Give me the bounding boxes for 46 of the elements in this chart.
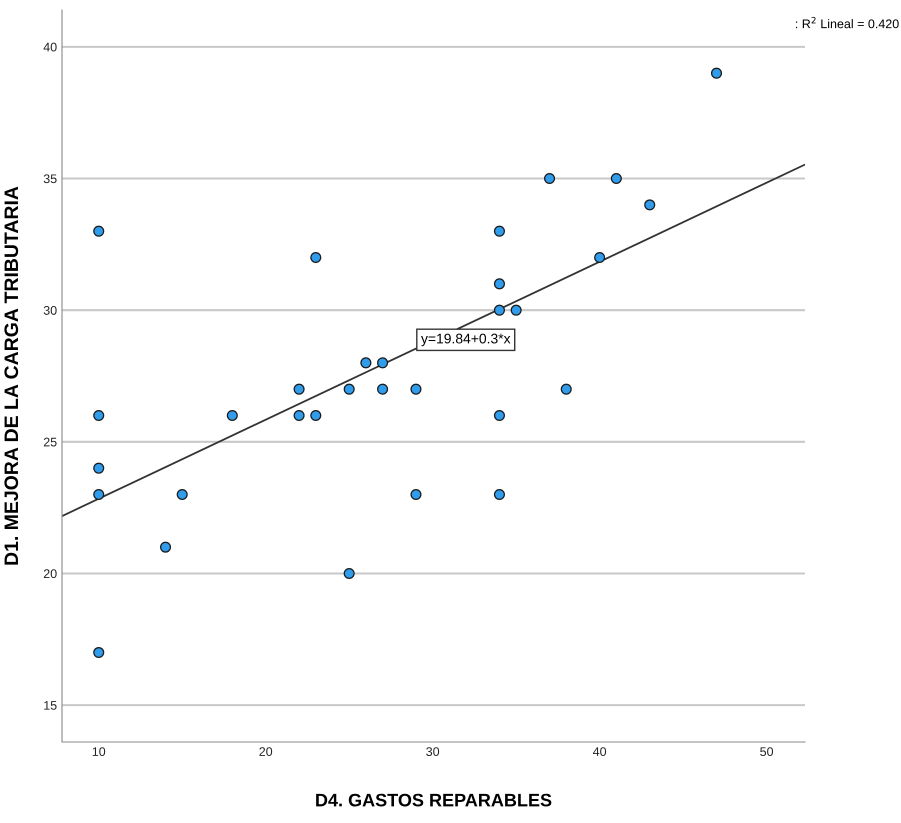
y-tick-label: 25 bbox=[44, 438, 57, 446]
point bbox=[494, 226, 505, 237]
point bbox=[310, 410, 322, 422]
point bbox=[610, 172, 622, 184]
x-tick-label: 20 bbox=[259, 747, 272, 756]
point bbox=[377, 384, 388, 395]
y-tick-label: 15 bbox=[44, 701, 57, 710]
point bbox=[160, 542, 172, 553]
point bbox=[494, 410, 505, 422]
point bbox=[510, 304, 522, 316]
point bbox=[93, 646, 104, 658]
point bbox=[410, 488, 422, 500]
point bbox=[377, 357, 388, 368]
point bbox=[410, 384, 422, 395]
point bbox=[594, 252, 606, 264]
point bbox=[294, 384, 305, 395]
y-tick-label: 30 bbox=[44, 306, 57, 315]
x-tick-label: 40 bbox=[592, 747, 606, 756]
y-tick-label: 20 bbox=[44, 569, 57, 578]
point bbox=[176, 488, 188, 500]
point bbox=[294, 410, 305, 422]
point bbox=[310, 252, 322, 264]
point bbox=[93, 410, 104, 422]
annotation: : R$^{2}$ Lineal = 0.420 bbox=[796, 16, 899, 28]
point bbox=[494, 488, 505, 500]
point bbox=[494, 278, 505, 290]
point bbox=[93, 462, 104, 474]
point bbox=[560, 384, 572, 395]
annotation: y=19.84+0.3*x bbox=[421, 334, 510, 346]
point bbox=[93, 488, 104, 500]
y-tick-label: 40 bbox=[44, 42, 57, 52]
x-tick-label: 10 bbox=[92, 747, 106, 756]
point bbox=[494, 304, 505, 316]
point bbox=[344, 384, 355, 395]
x-tick-label: 30 bbox=[426, 747, 440, 756]
point bbox=[644, 199, 656, 210]
y-axis-title: D1. MEJORA DE LA CARGA TRIBUTARIA bbox=[4, 186, 18, 565]
point bbox=[360, 357, 372, 368]
point bbox=[544, 172, 556, 184]
point bbox=[226, 410, 238, 422]
point bbox=[93, 226, 104, 237]
x-axis-title: D4. GASTOS REPARABLES bbox=[316, 794, 552, 806]
point bbox=[344, 568, 355, 580]
point bbox=[710, 68, 722, 79]
y-tick-label: 35 bbox=[44, 174, 57, 184]
x-tick-label: 50 bbox=[760, 747, 774, 756]
